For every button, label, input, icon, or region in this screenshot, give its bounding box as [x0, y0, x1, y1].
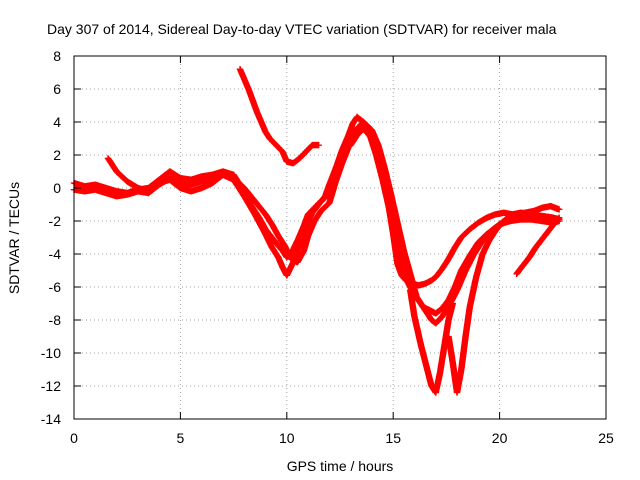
- y-tick-label: -12: [41, 378, 61, 394]
- y-tick-label: 2: [53, 147, 61, 163]
- x-tick-label: 20: [492, 430, 508, 446]
- y-tick-label: -4: [49, 246, 62, 262]
- y-tick-labels: -14 -12 -10 -8 -6 -4 -2 0 2 4 6 8: [41, 48, 61, 427]
- x-tick-label: 10: [279, 430, 295, 446]
- y-tick-label: 0: [53, 180, 61, 196]
- data-point: [556, 206, 563, 213]
- y-tick-label: -10: [41, 345, 61, 361]
- chart-title: Day 307 of 2014, Sidereal Day-to-day VTE…: [47, 21, 557, 37]
- x-axis-title: GPS time / hours: [287, 458, 394, 474]
- x-tick-labels: 0 5 10 15 20 25: [70, 430, 614, 446]
- data-series: [407, 287, 456, 396]
- x-tick-label: 0: [70, 430, 78, 446]
- x-tick-label: 25: [598, 430, 614, 446]
- y-tick-label: 6: [53, 81, 61, 97]
- data-points: [70, 66, 563, 396]
- y-tick-label: -14: [41, 411, 61, 427]
- y-tick-label: -6: [49, 279, 62, 295]
- data-point: [556, 214, 563, 221]
- data-series: [445, 202, 563, 396]
- x-tick-label: 15: [385, 430, 401, 446]
- data-series: [70, 113, 563, 289]
- y-tick-label: -8: [49, 312, 62, 328]
- data-point: [449, 300, 456, 307]
- y-tick-label: 4: [53, 114, 61, 130]
- y-tick-label: 8: [53, 48, 61, 64]
- grid: [74, 56, 606, 419]
- data-point: [315, 141, 322, 149]
- y-axis-title: SDTVAR / TECUs: [6, 182, 22, 294]
- x-tick-label: 5: [177, 430, 185, 446]
- data-series: [104, 125, 563, 327]
- data-series: [236, 66, 322, 167]
- data-series: [513, 214, 563, 277]
- plot-frame: [73, 55, 607, 420]
- y-tick-label: -2: [49, 213, 62, 229]
- axis-ticks: [73, 55, 607, 420]
